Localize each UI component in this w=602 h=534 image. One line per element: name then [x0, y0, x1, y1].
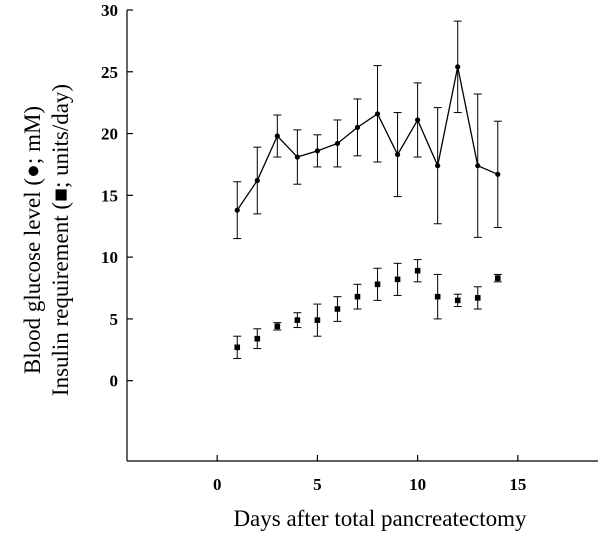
data-point: [374, 281, 381, 288]
data-point: [234, 207, 240, 213]
y-axis-title-line1: Blood glucose level (●; mM): [20, 106, 45, 374]
x-tick-label: 10: [409, 475, 426, 494]
data-point: [454, 297, 461, 304]
data-point: [274, 323, 281, 330]
data-point: [314, 317, 321, 323]
data-point: [494, 275, 501, 281]
y-tick-label: 20: [101, 125, 118, 144]
insulin-requirement-series: [233, 259, 502, 359]
y-tick-label: 5: [110, 310, 119, 329]
x-tick-label: 0: [213, 475, 222, 494]
data-point: [294, 154, 300, 160]
data-point: [334, 140, 341, 147]
data-point: [314, 148, 321, 154]
x-tick-label: 5: [313, 475, 322, 494]
data-point: [414, 267, 421, 274]
x-tick-label: 15: [509, 475, 526, 494]
data-point: [334, 306, 341, 312]
data-point: [495, 171, 501, 177]
data-point: [354, 293, 361, 300]
data-point: [254, 335, 261, 342]
data-point: [394, 276, 401, 283]
y-tick-label: 10: [101, 248, 118, 267]
x-axis-title: Days after total pancreatectomy: [233, 506, 527, 531]
data-point: [455, 64, 461, 70]
data-point: [354, 124, 361, 130]
y-tick-label: 25: [101, 63, 118, 82]
series-line: [236, 66, 499, 211]
data-point: [474, 295, 481, 301]
data-point: [415, 117, 421, 123]
y-tick-label: 0: [110, 372, 119, 391]
data-point: [254, 177, 260, 184]
data-point: [434, 293, 441, 300]
y-axis-title-line2: Insulin requirement (■; units/day): [48, 84, 73, 396]
axes: 0 5 10 15 20 25 30 0 5 10 15: [101, 1, 598, 494]
data-point: [435, 163, 441, 169]
y-axis-title: Blood glucose level (●; mM) Insulin requ…: [20, 84, 73, 396]
data-point: [475, 163, 481, 169]
blood-glucose-series: [233, 20, 502, 240]
y-tick-label: 15: [101, 186, 118, 205]
data-point: [274, 133, 280, 139]
data-point: [234, 344, 241, 351]
y-tick-label: 30: [101, 1, 118, 20]
data-point: [294, 317, 301, 323]
data-point: [394, 151, 401, 158]
data-point: [374, 111, 381, 117]
